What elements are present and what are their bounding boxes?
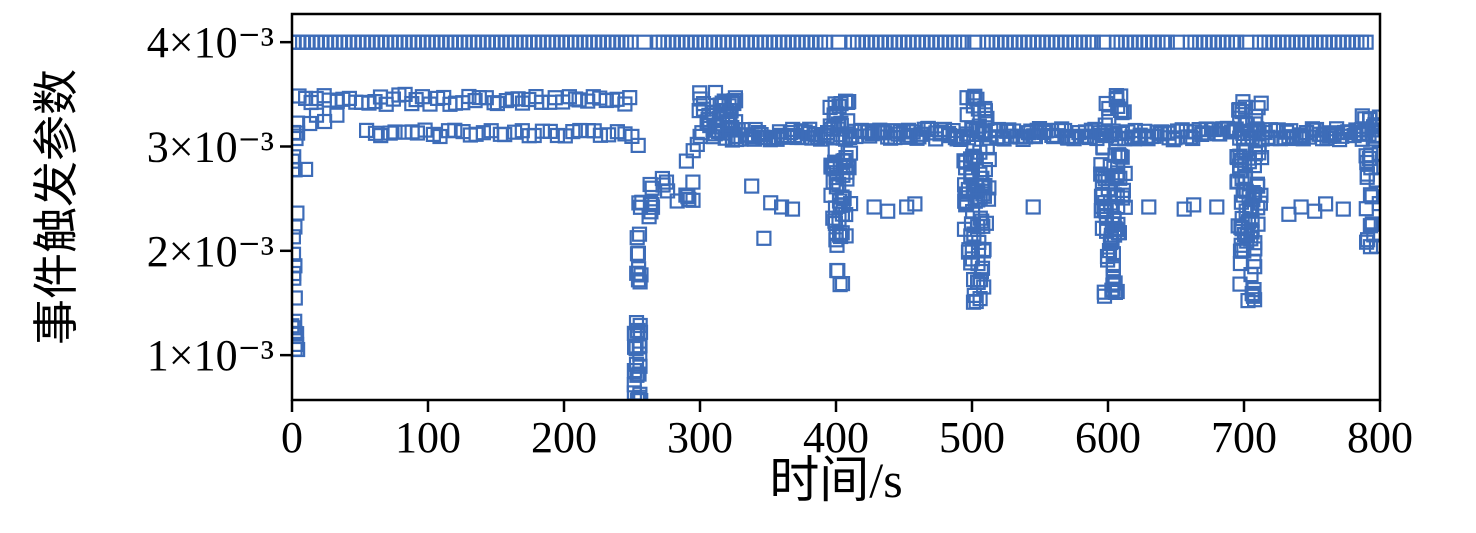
svg-text:4×10⁻³: 4×10⁻³ xyxy=(147,18,274,67)
svg-text:3×10⁻³: 3×10⁻³ xyxy=(147,122,274,171)
y-axis-label: 事件触发参数 xyxy=(31,69,82,345)
x-axis-label: 时间/s xyxy=(769,452,903,508)
svg-text:600: 600 xyxy=(1075,413,1141,462)
svg-text:800: 800 xyxy=(1347,413,1413,462)
svg-text:200: 200 xyxy=(531,413,597,462)
tick-labels: 0 100 200 300 400 500 600 700 800 1×10⁻³ 2×10⁻³ 3×1… xyxy=(147,18,1413,462)
svg-text:2×10⁻³: 2×10⁻³ xyxy=(147,227,274,276)
data-points xyxy=(292,34,1380,400)
svg-text:500: 500 xyxy=(939,413,1005,462)
svg-text:300: 300 xyxy=(667,413,733,462)
svg-text:1×10⁻³: 1×10⁻³ xyxy=(147,331,274,380)
svg-text:100: 100 xyxy=(395,413,461,462)
axis-ticks xyxy=(280,40,1382,412)
svg-text:700: 700 xyxy=(1211,413,1277,462)
svg-text:400: 400 xyxy=(803,413,869,462)
svg-text:0: 0 xyxy=(281,413,303,462)
